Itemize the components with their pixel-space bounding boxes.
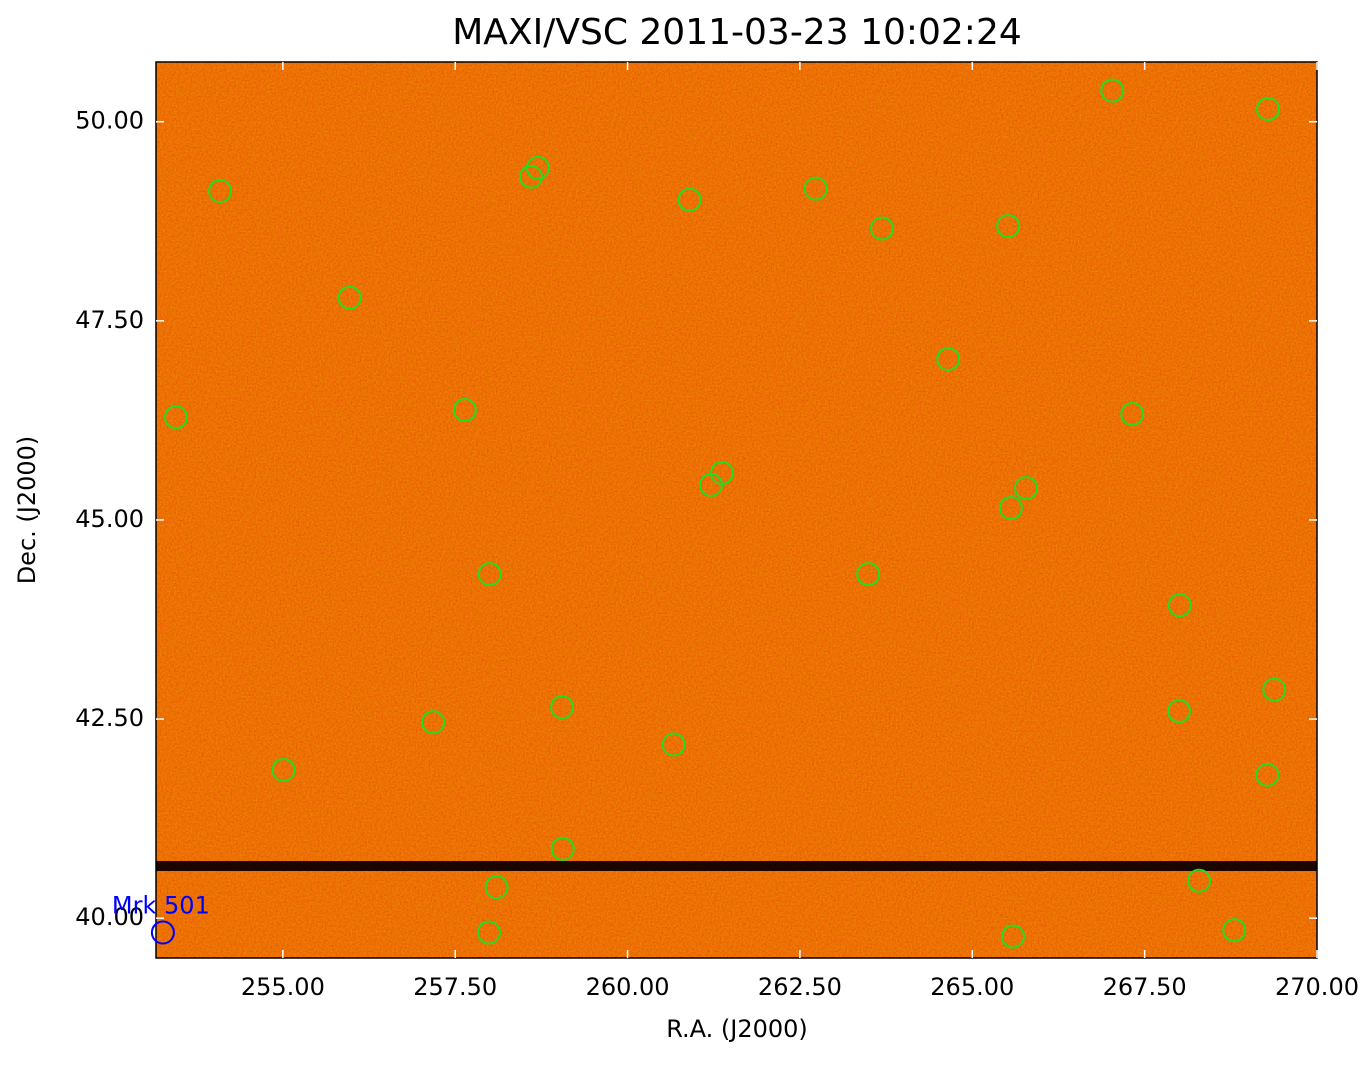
source-marker — [1120, 402, 1145, 427]
x-tick-label: 260.00 — [586, 973, 670, 1001]
detector-gap — [156, 861, 1317, 871]
source-marker — [996, 214, 1021, 239]
y-tick-label: 50.00 — [75, 107, 144, 135]
source-marker — [550, 836, 575, 861]
source-marker — [452, 398, 477, 423]
source-marker — [1000, 924, 1025, 949]
source-marker — [1255, 762, 1280, 787]
annotation-label: Mrk 501 — [112, 892, 210, 920]
sky-noise — [156, 62, 1317, 958]
source-marker — [519, 164, 544, 189]
source-marker — [477, 562, 502, 587]
source-marker — [163, 405, 188, 430]
x-tick-label: 262.50 — [758, 973, 842, 1001]
source-marker — [936, 347, 961, 372]
x-tick-label: 267.50 — [1103, 973, 1187, 1001]
x-tick-label: 265.00 — [930, 973, 1014, 1001]
source-marker — [337, 285, 362, 310]
source-marker — [1167, 593, 1192, 618]
source-marker — [1187, 868, 1212, 893]
source-marker — [1014, 476, 1039, 501]
source-marker — [1100, 78, 1125, 103]
source-marker — [1262, 677, 1287, 702]
source-marker — [1222, 918, 1247, 943]
x-tick-label: 257.50 — [413, 973, 497, 1001]
source-marker — [998, 496, 1023, 521]
source-marker — [550, 695, 575, 720]
x-tick-label: 270.00 — [1275, 973, 1359, 1001]
source-marker — [803, 176, 828, 201]
source-marker — [1167, 699, 1192, 724]
source-marker — [856, 562, 881, 587]
source-marker — [710, 460, 735, 485]
source-marker — [525, 155, 550, 180]
annotation-marker — [150, 920, 175, 945]
y-tick-label: 45.00 — [75, 505, 144, 533]
source-marker — [1256, 96, 1281, 121]
source-marker — [271, 758, 296, 783]
y-tick-label: 40.00 — [75, 903, 144, 931]
source-marker — [484, 875, 509, 900]
x-axis-label: R.A. (J2000) — [666, 1015, 808, 1043]
plot-frame — [155, 61, 1318, 959]
y-tick-label: 47.50 — [75, 306, 144, 334]
chart-title: MAXI/VSC 2011-03-23 10:02:24 — [452, 12, 1022, 53]
source-marker — [677, 187, 702, 212]
source-marker — [869, 216, 894, 241]
source-marker — [421, 710, 446, 735]
y-tick-label: 42.50 — [75, 704, 144, 732]
source-marker — [661, 732, 686, 757]
source-marker — [208, 179, 233, 204]
x-tick-label: 255.00 — [241, 973, 325, 1001]
source-marker — [476, 920, 501, 945]
y-axis-label: Dec. (J2000) — [13, 436, 41, 585]
